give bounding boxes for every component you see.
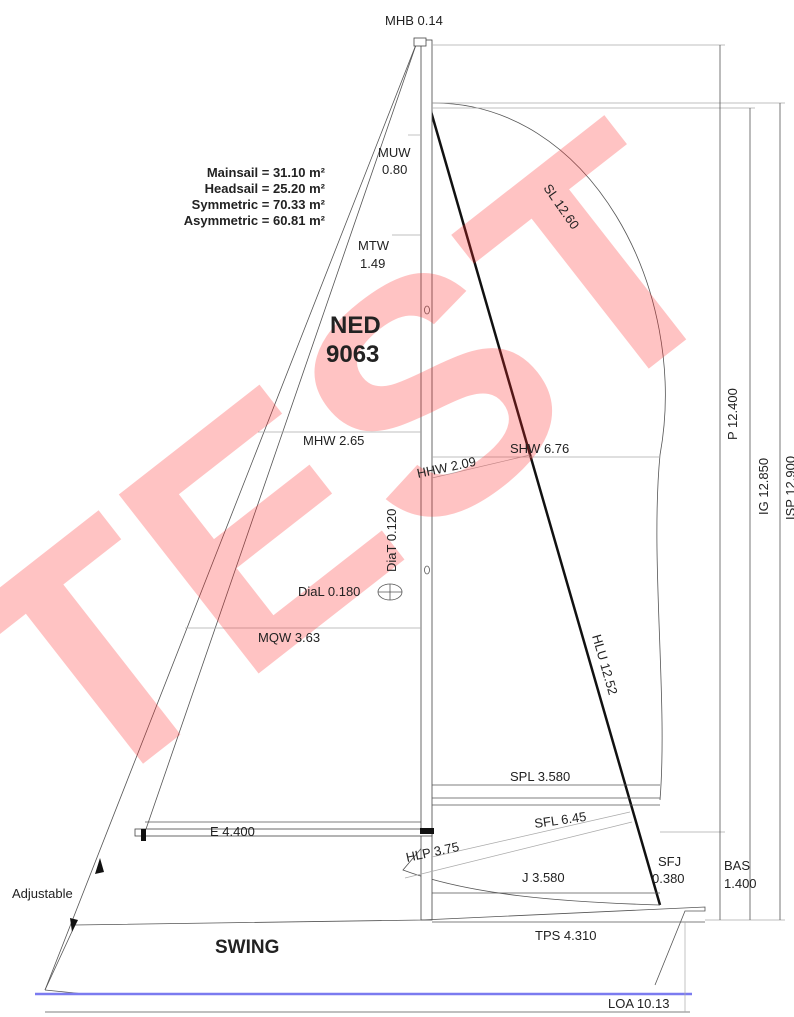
label: 1.49: [360, 256, 385, 271]
label: ISP 12.900: [783, 456, 794, 520]
dimension-lines: [45, 44, 785, 1013]
area: Headsail = 25.20 m²: [205, 181, 326, 196]
label: MHW 2.65: [303, 433, 364, 448]
label: IG 12.850: [756, 458, 771, 515]
area: Asymmetric = 60.81 m²: [184, 213, 326, 228]
label: TPS 4.310: [535, 928, 596, 943]
label: J 3.580: [522, 870, 565, 885]
boat-name: SWING: [215, 937, 279, 958]
area: Symmetric = 70.33 m²: [192, 197, 326, 212]
label: MQW 3.63: [258, 630, 320, 645]
label: 0.380: [652, 871, 685, 886]
label: SPL 3.580: [510, 769, 570, 784]
area: Mainsail = 31.10 m²: [207, 165, 326, 180]
label: SFJ: [658, 854, 681, 869]
label: SHW 6.76: [510, 441, 569, 456]
label: Adjustable: [12, 886, 73, 901]
label: LOA 10.13: [608, 996, 669, 1011]
label: DiaT 0.120: [384, 509, 399, 572]
sail-number: 9063: [326, 341, 379, 368]
label: 0.80: [382, 162, 407, 177]
sail-number: NED: [330, 312, 381, 339]
label: DiaL 0.180: [298, 584, 360, 599]
label: HLU 12.52: [589, 633, 621, 697]
label: BAS: [724, 858, 750, 873]
label: E 4.400: [210, 824, 255, 839]
label: P 12.400: [725, 388, 740, 440]
rig: [35, 37, 706, 996]
label: 1.400: [724, 876, 757, 891]
label: MUW: [378, 145, 411, 160]
label: MHB 0.14: [385, 13, 443, 28]
label: HLP 3.75: [405, 839, 461, 865]
label: MTW: [358, 238, 390, 253]
label: SFL 6.45: [533, 809, 587, 831]
watermark: TEST: [0, 56, 790, 866]
